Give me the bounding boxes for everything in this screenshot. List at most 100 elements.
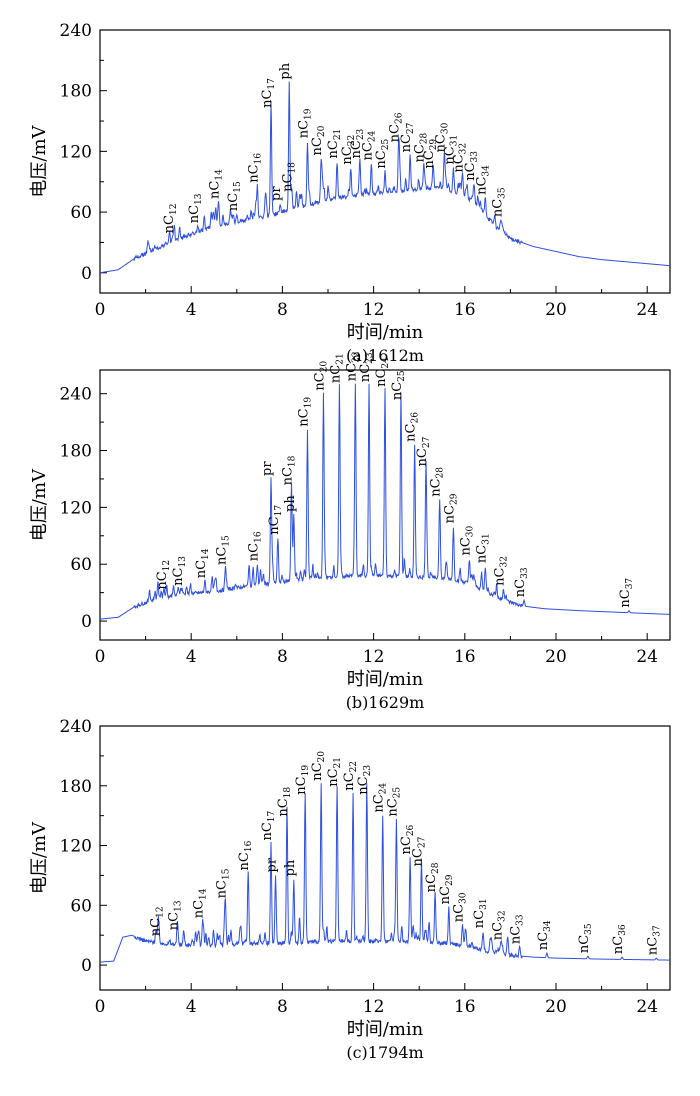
x-tick-label: 24 xyxy=(636,300,658,320)
peak-label: nC34 xyxy=(474,165,491,195)
peak-label: nC33 xyxy=(463,151,480,181)
peak-label: nC19 xyxy=(296,108,313,138)
x-tick-label: 16 xyxy=(454,997,476,1017)
y-tick-label: 0 xyxy=(81,956,92,976)
x-axis-label: 时间/min xyxy=(347,1019,424,1040)
peak-label: nC22 xyxy=(342,761,359,791)
peak-label: nC14 xyxy=(192,888,209,918)
peak-label: nC13 xyxy=(171,556,188,586)
peak-label: nC15 xyxy=(214,535,231,565)
peak-label: nC21 xyxy=(326,757,343,787)
peak-label: nC17 xyxy=(267,505,284,535)
peak-label: nC28 xyxy=(424,862,441,892)
peak-label: nC23 xyxy=(349,128,366,158)
peak-label: nC35 xyxy=(490,187,507,217)
peak-label: pr xyxy=(269,186,284,201)
x-tick-label: 4 xyxy=(186,997,197,1017)
peak-label: nC32 xyxy=(490,910,507,940)
peak-label: nC24 xyxy=(374,357,391,387)
peak-label: nC27 xyxy=(410,836,427,866)
peak-label: nC30 xyxy=(458,525,475,555)
peak-label: nC24 xyxy=(372,783,389,813)
peak-label: nC37 xyxy=(618,578,635,608)
peak-label: nC35 xyxy=(577,923,594,953)
y-tick-label: 60 xyxy=(70,203,92,223)
peak-label: nC16 xyxy=(237,840,254,870)
x-tick-label: 12 xyxy=(363,647,385,667)
peak-label: nC21 xyxy=(328,353,345,383)
peak-label: nC29 xyxy=(422,139,439,169)
y-tick-label: 60 xyxy=(70,896,92,916)
plot-frame xyxy=(99,29,671,294)
plot-frame xyxy=(99,725,671,991)
x-tick-label: 0 xyxy=(95,647,106,667)
y-tick-label: 0 xyxy=(81,264,92,284)
y-tick-label: 240 xyxy=(60,385,92,405)
peak-label: nC18 xyxy=(276,787,293,817)
plot-frame xyxy=(99,369,671,641)
y-tick-label: 120 xyxy=(60,837,92,857)
peak-label: nC31 xyxy=(472,898,489,928)
peak-label: nC34 xyxy=(536,920,553,950)
peak-label: nC26 xyxy=(404,412,421,442)
y-tick-label: 120 xyxy=(60,142,92,162)
peak-label: nC14 xyxy=(194,548,211,578)
y-tick-label: 240 xyxy=(60,717,92,737)
peak-label: nC31 xyxy=(474,533,491,563)
peak-label: pr xyxy=(260,461,275,476)
peak-label: nC20 xyxy=(310,125,327,155)
peak-label: ph xyxy=(283,495,298,512)
peak-label: nC19 xyxy=(294,765,311,795)
peak-label: nC15 xyxy=(226,181,243,211)
peak-label: pr xyxy=(265,857,280,872)
y-tick-label: 60 xyxy=(70,555,92,575)
peak-label: nC18 xyxy=(281,162,298,192)
x-tick-label: 12 xyxy=(363,997,385,1017)
peak-label: nC30 xyxy=(433,122,450,152)
peak-label: nC14 xyxy=(208,169,225,199)
y-axis-label: 电压/mV xyxy=(29,124,50,197)
x-tick-label: 4 xyxy=(186,647,197,667)
signal-trace xyxy=(99,81,671,274)
peak-label: ph xyxy=(283,859,298,876)
x-tick-label: 20 xyxy=(545,300,567,320)
chart-panel: 0 4 8 12 16 20 24060120180240时间/min电压/mV(b)162… xyxy=(29,351,671,712)
x-axis-label: 时间/min xyxy=(347,669,424,690)
peak-label: nC37 xyxy=(645,925,662,955)
y-axis-label: 电压/mV xyxy=(29,821,50,894)
peak-label: nC26 xyxy=(388,112,405,142)
peak-label: nC18 xyxy=(281,455,298,485)
x-tick-label: 4 xyxy=(186,300,197,320)
peak-label: nC19 xyxy=(296,397,313,427)
peak-label: nC22 xyxy=(340,135,357,165)
signal-trace xyxy=(99,783,670,963)
x-tick-label: 20 xyxy=(545,997,567,1017)
peak-label: nC16 xyxy=(246,153,263,183)
x-tick-label: 0 xyxy=(95,300,106,320)
peak-label: nC17 xyxy=(260,811,277,841)
peak-label: nC29 xyxy=(442,493,459,523)
y-tick-label: 240 xyxy=(60,21,92,41)
y-tick-label: 180 xyxy=(60,82,92,102)
peak-label: nC17 xyxy=(260,78,277,108)
peak-label: nC25 xyxy=(385,787,402,817)
peak-label: nC29 xyxy=(438,874,455,904)
peak-label: nC25 xyxy=(390,370,407,400)
x-tick-label: 8 xyxy=(277,997,288,1017)
peak-label: nC32 xyxy=(452,143,469,173)
y-axis-label: 电压/mV xyxy=(29,468,50,541)
peak-label: nC22 xyxy=(344,351,361,381)
chart-panel: 0 4 8 12 16 20 24060120180240时间/min电压/mV(a)161… xyxy=(29,21,671,365)
peak-label: nC13 xyxy=(187,193,204,223)
x-tick-label: 12 xyxy=(363,300,385,320)
x-tick-label: 16 xyxy=(454,300,476,320)
panel-caption: (b)1629m xyxy=(346,693,425,712)
peak-label: nC16 xyxy=(246,531,263,561)
peak-label: nC20 xyxy=(310,751,327,781)
panel-caption: (a)1612m xyxy=(346,346,424,365)
x-tick-label: 20 xyxy=(545,647,567,667)
peak-label: nC27 xyxy=(415,436,432,466)
x-tick-label: 8 xyxy=(277,300,288,320)
peak-label: nC33 xyxy=(509,914,526,944)
